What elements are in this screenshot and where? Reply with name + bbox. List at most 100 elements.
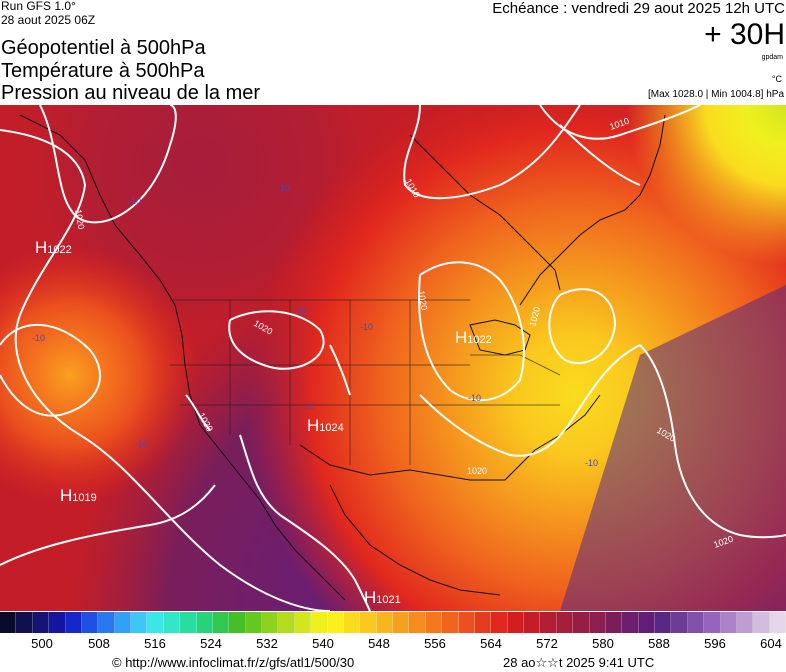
scale-color-cell bbox=[294, 612, 312, 633]
scale-color-cell bbox=[311, 612, 328, 633]
source-url: © http://www.infoclimat.fr/z/gfs/atl1/50… bbox=[112, 655, 355, 670]
temp-label: -10 bbox=[295, 306, 308, 316]
scale-color-cell bbox=[507, 612, 524, 633]
temp-label: -10 bbox=[128, 196, 141, 206]
scale-color-cell bbox=[720, 612, 737, 633]
scale-color-cell bbox=[262, 612, 279, 633]
scale-label: 556 bbox=[424, 636, 446, 651]
scale-color-cell bbox=[491, 612, 508, 633]
unit-gpdam: gpdam bbox=[761, 54, 783, 61]
scale-color-cell bbox=[524, 612, 541, 633]
scale-color-cell bbox=[704, 612, 721, 633]
scale-label: 588 bbox=[648, 636, 670, 651]
scale-color-cell bbox=[229, 612, 246, 633]
scale-color-cell bbox=[245, 612, 262, 633]
footer-timestamp: 28 ao☆☆t 2025 9:41 UTC bbox=[503, 655, 655, 670]
scale-color-cell bbox=[0, 612, 17, 633]
scale-label: 508 bbox=[88, 636, 110, 651]
scale-color-cell bbox=[180, 612, 197, 633]
temp-label: -10 bbox=[360, 322, 373, 332]
scale-color-cell bbox=[49, 612, 66, 633]
scale-color-cell bbox=[327, 612, 344, 633]
valid-time: Echéance : vendredi 29 aout 2025 12h UTC bbox=[492, 0, 785, 17]
scale-color-cell bbox=[474, 612, 492, 633]
scale-color-cell bbox=[196, 612, 213, 633]
pressure-value: 1022 bbox=[467, 334, 491, 346]
scale-color-cell bbox=[131, 612, 148, 633]
scale-color-cell bbox=[769, 612, 786, 633]
scale-color-cell bbox=[409, 612, 426, 633]
scale-color-cell bbox=[442, 612, 459, 633]
scale-color-cell bbox=[376, 612, 393, 633]
scale-label: 564 bbox=[480, 636, 502, 651]
scale-color-cell bbox=[393, 612, 410, 633]
scale-color-cell bbox=[98, 612, 115, 633]
temp-label: -10 bbox=[32, 333, 45, 343]
scale-color-cell bbox=[573, 612, 590, 633]
scale-color-cell bbox=[753, 612, 770, 633]
scale-color-cell bbox=[360, 612, 377, 633]
run-date: 28 aout 2025 06Z bbox=[1, 13, 96, 27]
scale-color-cell bbox=[16, 612, 33, 633]
temperature-labels: -10 -10 -10 -10 -10 -10 -10 -10 -10 bbox=[32, 183, 598, 468]
pressure-value: 1022 bbox=[47, 244, 71, 256]
svg-text:H1022: H1022 bbox=[455, 328, 492, 347]
isobar-label: 1020 bbox=[467, 466, 487, 476]
high-pressure-letter: H bbox=[307, 416, 319, 435]
isobar-label: 1020 bbox=[73, 209, 86, 230]
scale-color-cell bbox=[556, 612, 574, 633]
scale-label: 548 bbox=[368, 636, 390, 651]
temp-label: -10 bbox=[302, 401, 315, 411]
scale-label: 580 bbox=[592, 636, 614, 651]
temp-label: -10 bbox=[585, 458, 598, 468]
scale-color-cell bbox=[81, 612, 99, 633]
isobars bbox=[0, 105, 786, 611]
scale-color-cell bbox=[687, 612, 705, 633]
scale-color-cell bbox=[540, 612, 557, 633]
temp-label: -10 bbox=[277, 183, 290, 193]
scale-color-cell bbox=[458, 612, 475, 633]
scale-label: 500 bbox=[31, 636, 53, 651]
svg-text:H1019: H1019 bbox=[60, 486, 97, 505]
title-pressure: Pression au niveau de la mer bbox=[1, 82, 261, 104]
high-pressure-letter: H bbox=[35, 238, 47, 257]
pressure-value: 1024 bbox=[319, 422, 343, 434]
svg-text:H1022: H1022 bbox=[35, 238, 72, 257]
title-geopotential: Géopotentiel à 500hPa bbox=[1, 37, 206, 59]
scale-label: 532 bbox=[256, 636, 278, 651]
pressure-centers: H1022 H1022 H1024 H1019 H1021 bbox=[35, 238, 492, 607]
run-label: Run GFS 1.0° bbox=[1, 0, 76, 13]
scale-label: 516 bbox=[144, 636, 166, 651]
scale-color-cell bbox=[212, 612, 230, 633]
scale-color-cell bbox=[163, 612, 181, 633]
svg-text:H1024: H1024 bbox=[307, 416, 344, 435]
scale-color-cell bbox=[655, 612, 672, 633]
temp-label: -10 bbox=[135, 439, 148, 449]
scale-color-cell bbox=[278, 612, 295, 633]
svg-text:H1021: H1021 bbox=[364, 588, 401, 607]
temp-label: -10 bbox=[468, 393, 481, 403]
scale-label: 596 bbox=[704, 636, 726, 651]
scale-color-cell bbox=[343, 612, 361, 633]
scale-color-cell bbox=[147, 612, 164, 633]
title-temperature: Température à 500hPa bbox=[1, 60, 205, 82]
scale-label: 604 bbox=[760, 636, 782, 651]
isobar-label: 1020 bbox=[416, 290, 429, 311]
high-pressure-letter: H bbox=[455, 328, 467, 347]
color-scale-bar bbox=[0, 612, 786, 633]
scale-color-cell bbox=[32, 612, 50, 633]
scale-color-cell bbox=[589, 612, 606, 633]
coastlines bbox=[19, 114, 666, 601]
pressure-value: 1019 bbox=[72, 492, 96, 504]
high-pressure-letter: H bbox=[364, 588, 376, 607]
pressure-extremes: [Max 1028.0 | Min 1004.8] hPa bbox=[647, 89, 784, 100]
weather-map: 1010 1010 1020 1020 1020 1020 1020 1020 … bbox=[0, 105, 786, 611]
color-scale-labels: 500 508 516 524 532 540 548 556 564 572 … bbox=[0, 636, 786, 654]
pressure-value: 1021 bbox=[376, 594, 400, 606]
lead-time: + 30H bbox=[704, 18, 785, 51]
scale-color-cell bbox=[622, 612, 639, 633]
scale-color-cell bbox=[671, 612, 688, 633]
scale-color-cell bbox=[425, 612, 443, 633]
scale-label: 524 bbox=[200, 636, 222, 651]
scale-color-cell bbox=[736, 612, 754, 633]
